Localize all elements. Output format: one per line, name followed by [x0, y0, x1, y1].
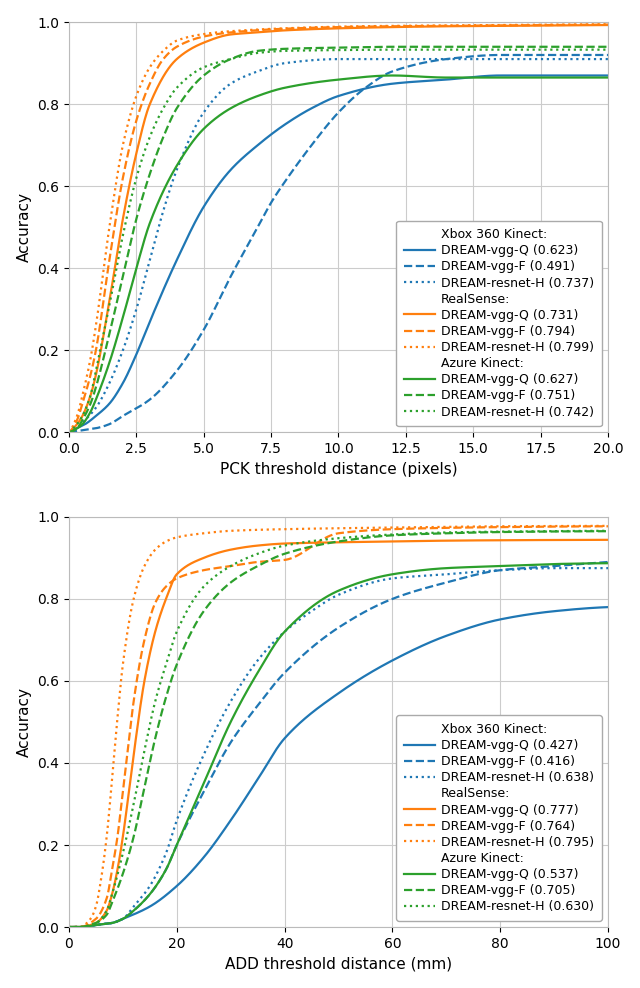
- Y-axis label: Accuracy: Accuracy: [17, 193, 31, 262]
- X-axis label: PCK threshold distance (pixels): PCK threshold distance (pixels): [220, 461, 458, 476]
- X-axis label: ADD threshold distance (mm): ADD threshold distance (mm): [225, 956, 452, 971]
- Legend: Xbox 360 Kinect:, DREAM-vgg-Q (0.623), DREAM-vgg-F (0.491), DREAM-resnet-H (0.73: Xbox 360 Kinect:, DREAM-vgg-Q (0.623), D…: [396, 220, 602, 426]
- Legend: Xbox 360 Kinect:, DREAM-vgg-Q (0.427), DREAM-vgg-F (0.416), DREAM-resnet-H (0.63: Xbox 360 Kinect:, DREAM-vgg-Q (0.427), D…: [396, 715, 602, 921]
- Y-axis label: Accuracy: Accuracy: [17, 687, 31, 757]
